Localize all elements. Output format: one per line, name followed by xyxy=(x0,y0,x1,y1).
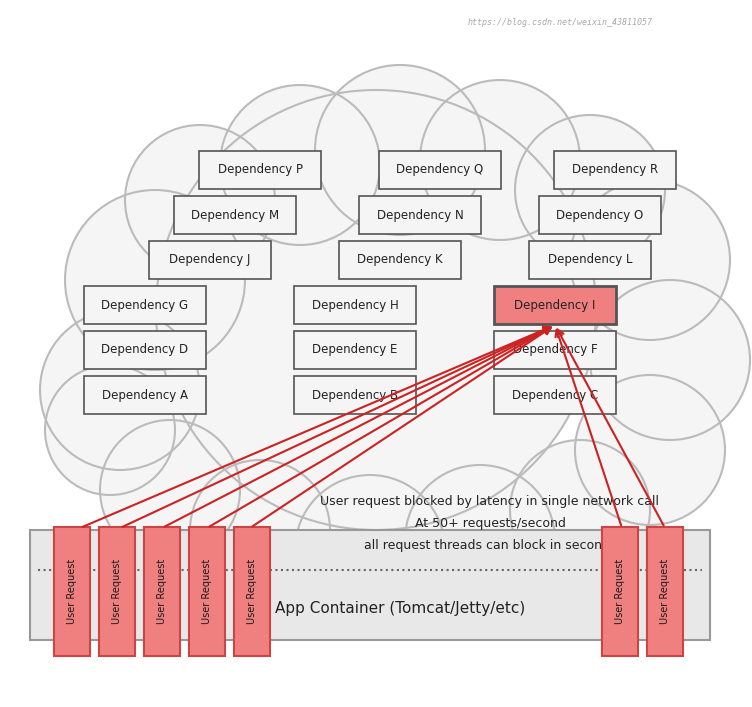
Circle shape xyxy=(220,85,380,245)
Circle shape xyxy=(315,65,485,235)
FancyBboxPatch shape xyxy=(339,241,461,279)
Text: Dependency O: Dependency O xyxy=(556,209,644,221)
Circle shape xyxy=(420,80,580,240)
FancyBboxPatch shape xyxy=(84,286,206,324)
Text: User Request: User Request xyxy=(615,559,625,624)
FancyBboxPatch shape xyxy=(234,527,270,656)
Text: Dependency F: Dependency F xyxy=(513,344,597,356)
FancyBboxPatch shape xyxy=(294,376,416,414)
Text: Dependency I: Dependency I xyxy=(514,298,596,312)
FancyBboxPatch shape xyxy=(149,241,271,279)
FancyBboxPatch shape xyxy=(84,376,206,414)
FancyBboxPatch shape xyxy=(647,527,683,656)
Text: App Container (Tomcat/Jetty/etc): App Container (Tomcat/Jetty/etc) xyxy=(275,600,525,616)
FancyBboxPatch shape xyxy=(554,151,676,189)
FancyBboxPatch shape xyxy=(30,530,710,640)
Text: User request blocked by latency in single network call: User request blocked by latency in singl… xyxy=(320,495,660,508)
Circle shape xyxy=(125,125,275,275)
Text: Dependency K: Dependency K xyxy=(357,254,443,267)
Text: Dependency R: Dependency R xyxy=(572,163,658,177)
Text: all request threads can block in seconds: all request threads can block in seconds xyxy=(364,539,616,552)
Circle shape xyxy=(575,375,725,525)
Text: Dependency P: Dependency P xyxy=(217,163,302,177)
FancyBboxPatch shape xyxy=(494,376,616,414)
Text: At 50+ requests/second: At 50+ requests/second xyxy=(414,517,566,530)
Text: Dependency L: Dependency L xyxy=(547,254,632,267)
Text: Dependency B: Dependency B xyxy=(312,389,398,402)
Circle shape xyxy=(100,420,240,560)
FancyBboxPatch shape xyxy=(529,241,651,279)
Text: Dependency E: Dependency E xyxy=(312,344,398,356)
Text: User Request: User Request xyxy=(660,559,670,624)
Circle shape xyxy=(590,280,750,440)
Text: User Request: User Request xyxy=(247,559,257,624)
Circle shape xyxy=(190,460,330,600)
Text: Dependency D: Dependency D xyxy=(102,344,189,356)
FancyBboxPatch shape xyxy=(174,196,296,234)
FancyBboxPatch shape xyxy=(359,196,481,234)
FancyBboxPatch shape xyxy=(494,286,616,324)
Text: User Request: User Request xyxy=(202,559,212,624)
FancyBboxPatch shape xyxy=(379,151,501,189)
Text: Dependency G: Dependency G xyxy=(102,298,189,312)
Text: Dependency N: Dependency N xyxy=(377,209,463,221)
FancyBboxPatch shape xyxy=(144,527,180,656)
FancyBboxPatch shape xyxy=(189,527,225,656)
FancyBboxPatch shape xyxy=(294,331,416,369)
Text: User Request: User Request xyxy=(67,559,77,624)
FancyBboxPatch shape xyxy=(602,527,638,656)
Circle shape xyxy=(156,90,596,530)
Text: User Request: User Request xyxy=(157,559,167,624)
Text: Dependency Q: Dependency Q xyxy=(396,163,484,177)
Text: Dependency H: Dependency H xyxy=(311,298,399,312)
Text: Dependency A: Dependency A xyxy=(102,389,188,402)
Text: Dependency C: Dependency C xyxy=(512,389,598,402)
Circle shape xyxy=(510,440,650,580)
Circle shape xyxy=(295,475,445,625)
FancyBboxPatch shape xyxy=(99,527,135,656)
FancyBboxPatch shape xyxy=(84,331,206,369)
Circle shape xyxy=(570,180,730,340)
FancyBboxPatch shape xyxy=(54,527,90,656)
Circle shape xyxy=(405,465,555,615)
Circle shape xyxy=(40,310,200,470)
Text: Dependency J: Dependency J xyxy=(169,254,250,267)
FancyBboxPatch shape xyxy=(199,151,321,189)
FancyBboxPatch shape xyxy=(294,286,416,324)
Circle shape xyxy=(65,190,245,370)
FancyBboxPatch shape xyxy=(494,331,616,369)
Text: https://blog.csdn.net/weixin_43811057: https://blog.csdn.net/weixin_43811057 xyxy=(468,18,653,27)
FancyBboxPatch shape xyxy=(539,196,661,234)
Circle shape xyxy=(515,115,665,265)
Text: User Request: User Request xyxy=(112,559,122,624)
Text: Dependency M: Dependency M xyxy=(191,209,279,221)
Circle shape xyxy=(45,365,175,495)
